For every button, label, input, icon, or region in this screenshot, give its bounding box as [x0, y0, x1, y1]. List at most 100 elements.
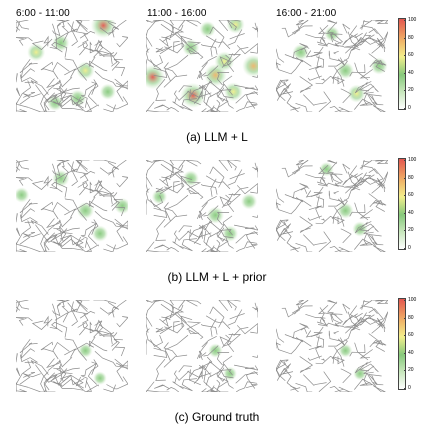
road-segment — [103, 104, 116, 112]
road-segment — [49, 23, 58, 50]
road-segment — [155, 47, 164, 53]
column-title-midday: 11:00 - 16:00 — [147, 8, 207, 19]
road-segment — [60, 238, 77, 248]
road-segment — [203, 65, 219, 77]
road-segment — [216, 367, 229, 392]
road-segment — [173, 181, 180, 192]
road-segment — [343, 44, 361, 51]
road-segment — [147, 390, 170, 392]
road-segment — [64, 338, 87, 361]
road-segment — [169, 300, 198, 307]
road-segment — [81, 82, 98, 97]
road-segment — [305, 186, 324, 198]
road-segment — [61, 367, 80, 375]
road-segment — [198, 76, 213, 89]
road-segment — [354, 314, 372, 326]
road-segment — [116, 176, 128, 188]
road-segment — [333, 50, 339, 55]
road-segment — [334, 206, 345, 227]
road-segment — [343, 184, 361, 191]
road-segment — [293, 327, 308, 338]
road-segment — [57, 102, 84, 111]
road-segment — [358, 223, 379, 233]
road-segment — [303, 374, 327, 386]
road-segment — [318, 231, 332, 252]
colorbar-tick-label: 0 — [404, 385, 411, 391]
road-segment — [150, 54, 163, 67]
road-segment — [216, 352, 230, 366]
colorbar-tick-label: 80 — [404, 174, 414, 181]
road-segment — [114, 358, 128, 367]
road-segment — [79, 311, 96, 319]
heat-hotspot — [146, 64, 165, 90]
road-segment — [163, 62, 178, 77]
road-segment — [354, 81, 372, 94]
road-segment — [18, 178, 27, 186]
road-segment — [16, 360, 32, 385]
road-segment — [193, 364, 212, 384]
road-segment — [160, 23, 185, 34]
road-segment — [330, 173, 343, 184]
road-segment — [226, 160, 241, 169]
road-segment — [187, 230, 212, 238]
road-segment — [216, 363, 233, 382]
road-segment — [173, 370, 190, 381]
road-segment — [358, 363, 379, 373]
road-segment — [31, 38, 53, 50]
road-segment — [59, 94, 84, 107]
road-segment — [186, 41, 202, 54]
road-segment — [276, 188, 285, 203]
road-segment — [328, 44, 361, 67]
road-segment — [181, 35, 193, 48]
road-segment — [372, 104, 386, 112]
road-segment — [376, 317, 386, 329]
road-segment — [245, 383, 258, 389]
road-segment — [222, 215, 233, 226]
road-segment — [236, 322, 258, 335]
road-segment — [115, 360, 128, 382]
road-segment — [334, 386, 351, 392]
road-segment — [276, 79, 290, 102]
road-segment — [179, 98, 197, 112]
road-segment — [23, 231, 36, 238]
road-segment — [103, 332, 118, 337]
road-segment — [334, 246, 351, 252]
road-segment — [16, 87, 21, 96]
road-segment — [315, 355, 340, 365]
road-segment — [318, 177, 328, 187]
road-segment — [103, 244, 116, 252]
road-segment — [227, 333, 235, 353]
colorbar-a — [398, 18, 406, 110]
road-segment — [201, 108, 208, 112]
heatmap-panel-c-3 — [276, 300, 388, 392]
road-segment — [51, 181, 68, 198]
road-segment — [209, 166, 225, 188]
road-segment — [43, 88, 65, 112]
road-segment — [361, 300, 365, 310]
road-segment — [229, 173, 245, 180]
road-segment — [60, 378, 77, 388]
road-segment — [75, 300, 88, 310]
road-segment — [321, 218, 326, 221]
road-segment — [359, 69, 373, 79]
road-segment — [291, 25, 313, 34]
road-segment — [354, 238, 374, 250]
road-segment — [220, 229, 234, 239]
road-segment — [227, 29, 243, 46]
road-segment — [16, 160, 29, 171]
road-segment — [153, 347, 171, 362]
road-segment — [40, 201, 54, 212]
road-segment — [178, 160, 202, 169]
road-segment — [164, 322, 185, 334]
road-segment — [360, 28, 384, 45]
road-segment — [327, 161, 338, 183]
road-segment — [81, 222, 98, 237]
road-segment — [40, 231, 49, 252]
road-segment — [146, 381, 155, 392]
colorbar-tick-label: 40 — [404, 349, 414, 356]
road-segment — [329, 106, 353, 112]
road-segment — [40, 371, 49, 392]
road-segment — [359, 160, 373, 169]
heat-hotspot — [223, 366, 237, 381]
road-segment — [181, 315, 193, 328]
